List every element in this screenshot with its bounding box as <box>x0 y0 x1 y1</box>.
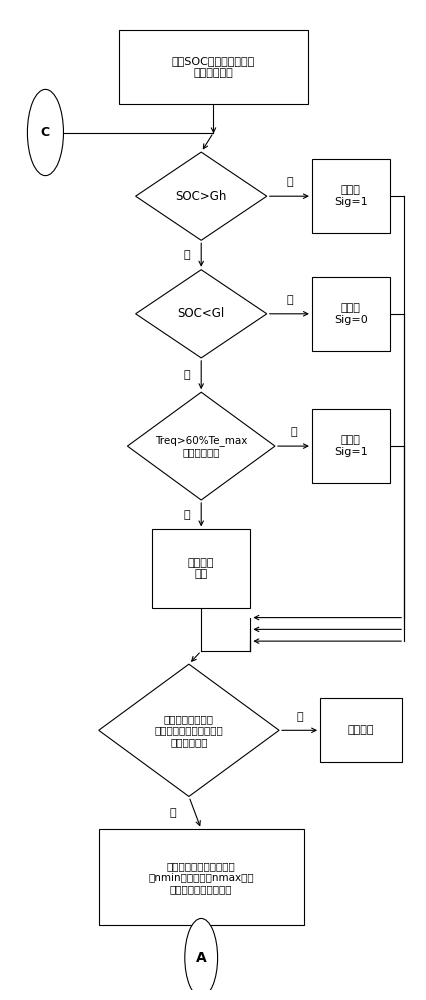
Polygon shape <box>135 152 266 240</box>
Text: 起步挡位: 起步挡位 <box>347 725 374 735</box>
Text: A: A <box>196 951 206 965</box>
Polygon shape <box>127 392 274 500</box>
Text: 需充电
Sig=0: 需充电 Sig=0 <box>333 303 367 325</box>
Bar <box>311 159 389 233</box>
Text: 保持前一
状态: 保持前一 状态 <box>187 558 214 579</box>
Bar <box>152 529 250 608</box>
Bar <box>311 277 389 351</box>
Bar <box>320 698 401 762</box>
Text: 是: 是 <box>289 427 296 437</box>
Text: 可放电
Sig=1: 可放电 Sig=1 <box>333 185 367 207</box>
Text: 是: 是 <box>285 177 292 187</box>
Text: 是: 是 <box>285 295 292 305</box>
Text: 否: 否 <box>183 370 190 380</box>
Circle shape <box>27 89 63 176</box>
Text: 否: 否 <box>183 250 190 260</box>
Text: 否: 否 <box>183 510 190 520</box>
Polygon shape <box>98 664 279 796</box>
Text: 转速限制在发动机
怠速之上时，当前车速是
否有挡位可选: 转速限制在发动机 怠速之上时，当前车速是 否有挡位可选 <box>154 714 223 747</box>
Text: 否: 否 <box>296 712 302 722</box>
Bar <box>119 30 307 104</box>
Text: SOC<Gl: SOC<Gl <box>177 307 225 320</box>
Bar <box>98 829 303 925</box>
Text: C: C <box>41 126 50 139</box>
Text: 根据限定的发动机最低转
速nmin和最高转速nmax，选
定当前车速下可用挡位: 根据限定的发动机最低转 速nmin和最高转速nmax，选 定当前车速下可用挡位 <box>148 861 253 894</box>
Text: SOC>Gh: SOC>Gh <box>175 190 226 203</box>
Text: 是: 是 <box>169 808 176 818</box>
Polygon shape <box>135 270 266 358</box>
Circle shape <box>184 918 217 997</box>
Text: 输入SOC、车速、当前挡
位、需求转矩: 输入SOC、车速、当前挡 位、需求转矩 <box>172 56 254 78</box>
Text: 可放电
Sig=1: 可放电 Sig=1 <box>333 435 367 457</box>
Text: Treq>60%Te_max
或车辆刚启动: Treq>60%Te_max 或车辆刚启动 <box>155 435 247 457</box>
Bar <box>311 409 389 483</box>
